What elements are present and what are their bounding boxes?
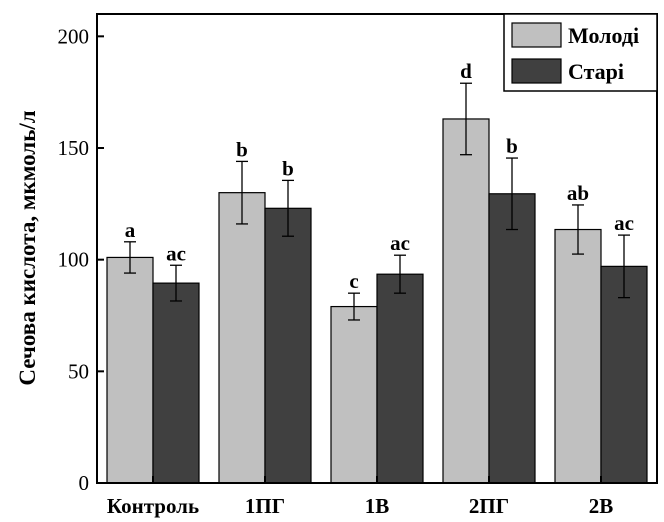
x-tick-label-1: 1ПГ	[245, 494, 285, 518]
bar-old-2	[376, 273, 424, 484]
significance-label-1-3: b	[506, 134, 518, 158]
bar-old-3	[488, 193, 536, 484]
significance-labels-layer: a ac b b c ac d b ab ac	[125, 59, 634, 293]
bar-young-4	[554, 228, 602, 484]
bar-young-2	[330, 305, 378, 484]
y-tick-label-150: 150	[58, 136, 90, 160]
significance-label-0-4: ab	[567, 181, 589, 205]
bar-old-1	[264, 207, 312, 484]
x-tick-label-0: Контроль	[107, 494, 199, 518]
bar-old-0	[152, 282, 200, 484]
y-tick-label-0: 0	[79, 471, 90, 495]
y-axis-ticks: 0 50 100 150 200	[58, 24, 104, 495]
error-bars-layer	[124, 82, 630, 321]
significance-label-1-4: ac	[614, 211, 634, 235]
y-tick-label-100: 100	[58, 248, 90, 272]
significance-label-0-2: c	[349, 269, 358, 293]
y-tick-label-50: 50	[68, 359, 89, 383]
significance-label-0-1: b	[236, 137, 248, 161]
bar-young-1	[218, 192, 266, 484]
significance-label-1-0: ac	[166, 241, 186, 265]
significance-label-1-2: ac	[390, 231, 410, 255]
x-axis-labels: Контроль 1ПГ 1В 2ПГ 2В	[107, 476, 613, 518]
bar-young-3	[442, 118, 490, 484]
bar-old-4	[600, 265, 648, 484]
significance-label-1-1: b	[282, 156, 294, 180]
legend-swatch-old	[511, 58, 562, 84]
y-tick-label-200: 200	[58, 24, 90, 48]
x-tick-label-4: 2В	[589, 494, 614, 518]
legend: Молоді Старі	[503, 13, 658, 92]
legend-label-young: Молоді	[568, 23, 639, 48]
legend-label-old: Старі	[568, 59, 624, 84]
y-axis-label: Сечова кислота, мкмоль/л	[15, 110, 40, 385]
x-tick-label-2: 1В	[365, 494, 390, 518]
legend-swatch-young	[511, 22, 562, 48]
x-tick-label-3: 2ПГ	[469, 494, 509, 518]
plot-frame	[96, 13, 658, 484]
bars-layer	[106, 118, 648, 484]
bar-young-0	[106, 256, 154, 484]
significance-label-0-3: d	[460, 59, 472, 83]
significance-label-0-0: a	[125, 218, 136, 242]
